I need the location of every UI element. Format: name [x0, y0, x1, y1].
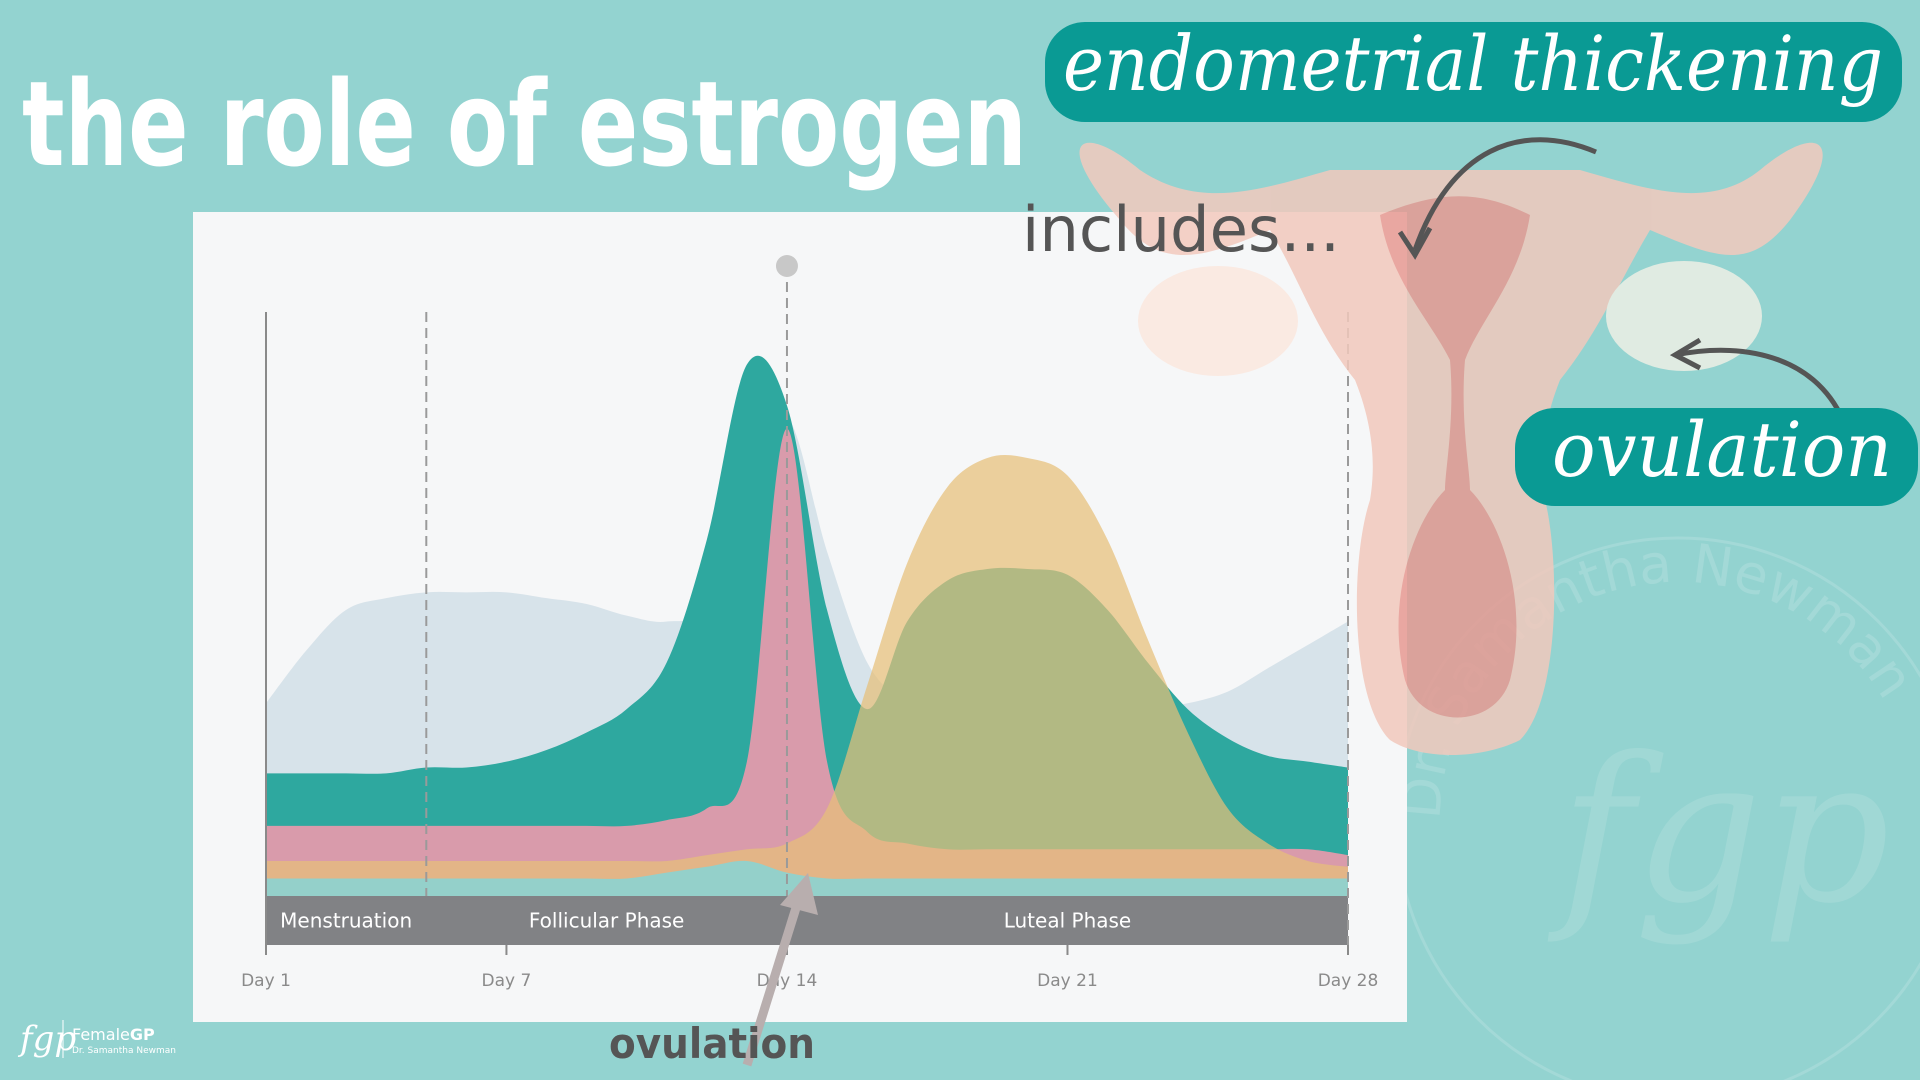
logo-brand: FemaleGP	[72, 1025, 155, 1044]
x-tick-label: Day 28	[1318, 971, 1379, 991]
ovary-right	[1606, 261, 1762, 371]
x-tick-label: Day 1	[241, 971, 291, 991]
x-tick-label: Day 21	[1037, 971, 1098, 991]
logo-mark: fgp	[17, 1019, 76, 1059]
label-ovulation-bottom: ovulation	[609, 1019, 815, 1068]
ovary-left	[1138, 266, 1298, 376]
arrow-ovulation-bottom	[742, 893, 805, 1067]
ovulation-dot	[775, 255, 798, 277]
area-series	[266, 455, 1348, 896]
slide-title: the role of estrogen	[22, 55, 1027, 193]
label-endometrial: endometrial thickening	[1063, 19, 1883, 108]
uterus-illustration	[1079, 142, 1823, 755]
logo-brand-light: Female	[72, 1025, 130, 1044]
uterus-lining	[1380, 196, 1530, 718]
arrow-head	[1397, 226, 1433, 260]
arrow-ovulation	[1674, 347, 1848, 426]
area-series	[266, 428, 1348, 896]
arrow-head	[780, 873, 818, 915]
label-ovulation: ovulation	[1552, 405, 1892, 494]
watermark-mark: fgp	[1547, 715, 1890, 948]
label-pill	[1515, 408, 1918, 506]
arrow-head	[1669, 337, 1702, 371]
label-pill	[1045, 22, 1902, 122]
phase-label: Follicular Phase	[529, 909, 684, 933]
x-tick-label: Day 14	[757, 971, 818, 991]
plot-area: Menstruation Follicular Phase Luteal Phase…	[241, 255, 1378, 991]
phase-label: Menstruation	[280, 909, 412, 933]
arrow-endometrial	[1412, 137, 1597, 251]
logo-author: Dr. Samantha Newman	[72, 1046, 176, 1056]
label-includes: includes...	[1022, 193, 1340, 266]
logo-brand-bold: GP	[130, 1025, 155, 1044]
phase-label: Luteal Phase	[1004, 909, 1132, 933]
x-tick-label: Day 7	[482, 971, 532, 991]
